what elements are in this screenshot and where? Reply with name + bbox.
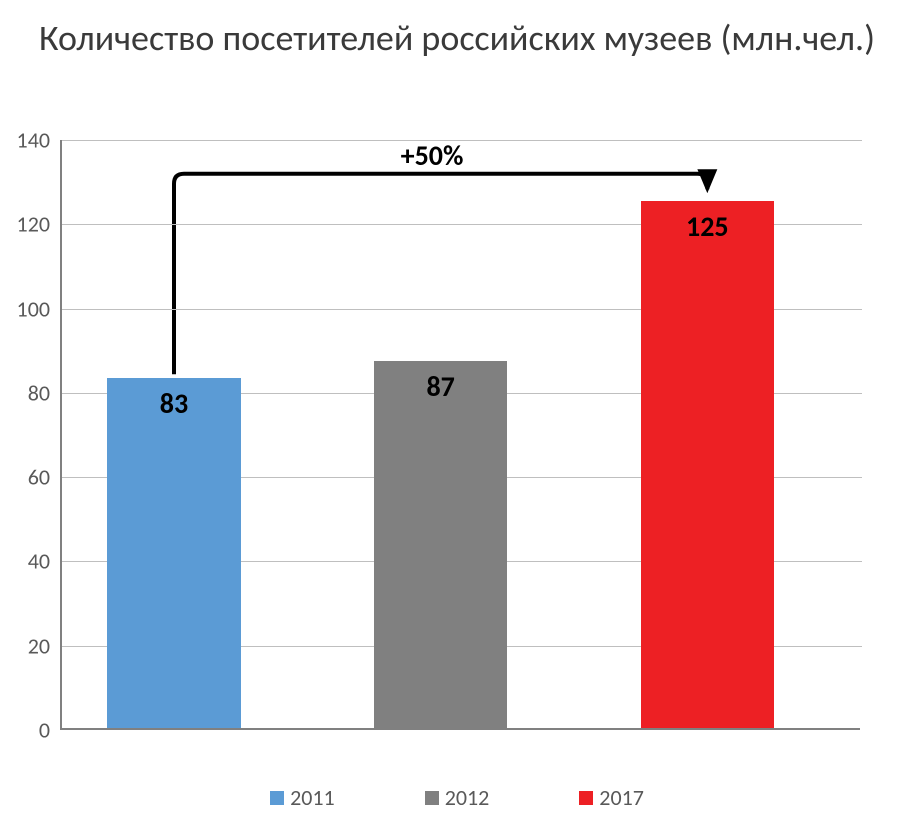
annotation-label: +50% — [401, 138, 464, 173]
bar: 83 — [107, 378, 240, 728]
ytick-label: 40 — [0, 548, 50, 575]
legend-swatch — [579, 791, 593, 805]
ytick-label: 60 — [0, 464, 50, 491]
legend-label: 2012 — [445, 784, 490, 811]
plot-area: 0204060801001201408387125+50% — [60, 140, 860, 730]
bar-value-label: 83 — [107, 386, 240, 421]
legend-item: 2011 — [270, 784, 335, 811]
legend-item: 2012 — [425, 784, 490, 811]
legend-item: 2017 — [579, 784, 644, 811]
chart-area: 0204060801001201408387125+50% — [60, 140, 860, 730]
ytick-label: 100 — [0, 295, 50, 322]
legend-swatch — [270, 791, 284, 805]
legend-label: 2017 — [599, 784, 644, 811]
bar-value-label: 125 — [641, 209, 774, 244]
ytick-label: 120 — [0, 211, 50, 238]
chart-title: Количество посетителей российских музеев… — [0, 0, 914, 67]
bar: 87 — [374, 361, 507, 728]
ytick-label: 140 — [0, 127, 50, 154]
bar-value-label: 87 — [374, 369, 507, 404]
legend-label: 2011 — [290, 784, 335, 811]
bar: 125 — [641, 201, 774, 728]
ytick-label: 20 — [0, 632, 50, 659]
legend: 2011 2012 2017 — [0, 784, 914, 811]
legend-swatch — [425, 791, 439, 805]
ytick-label: 80 — [0, 379, 50, 406]
ytick-label: 0 — [0, 717, 50, 744]
